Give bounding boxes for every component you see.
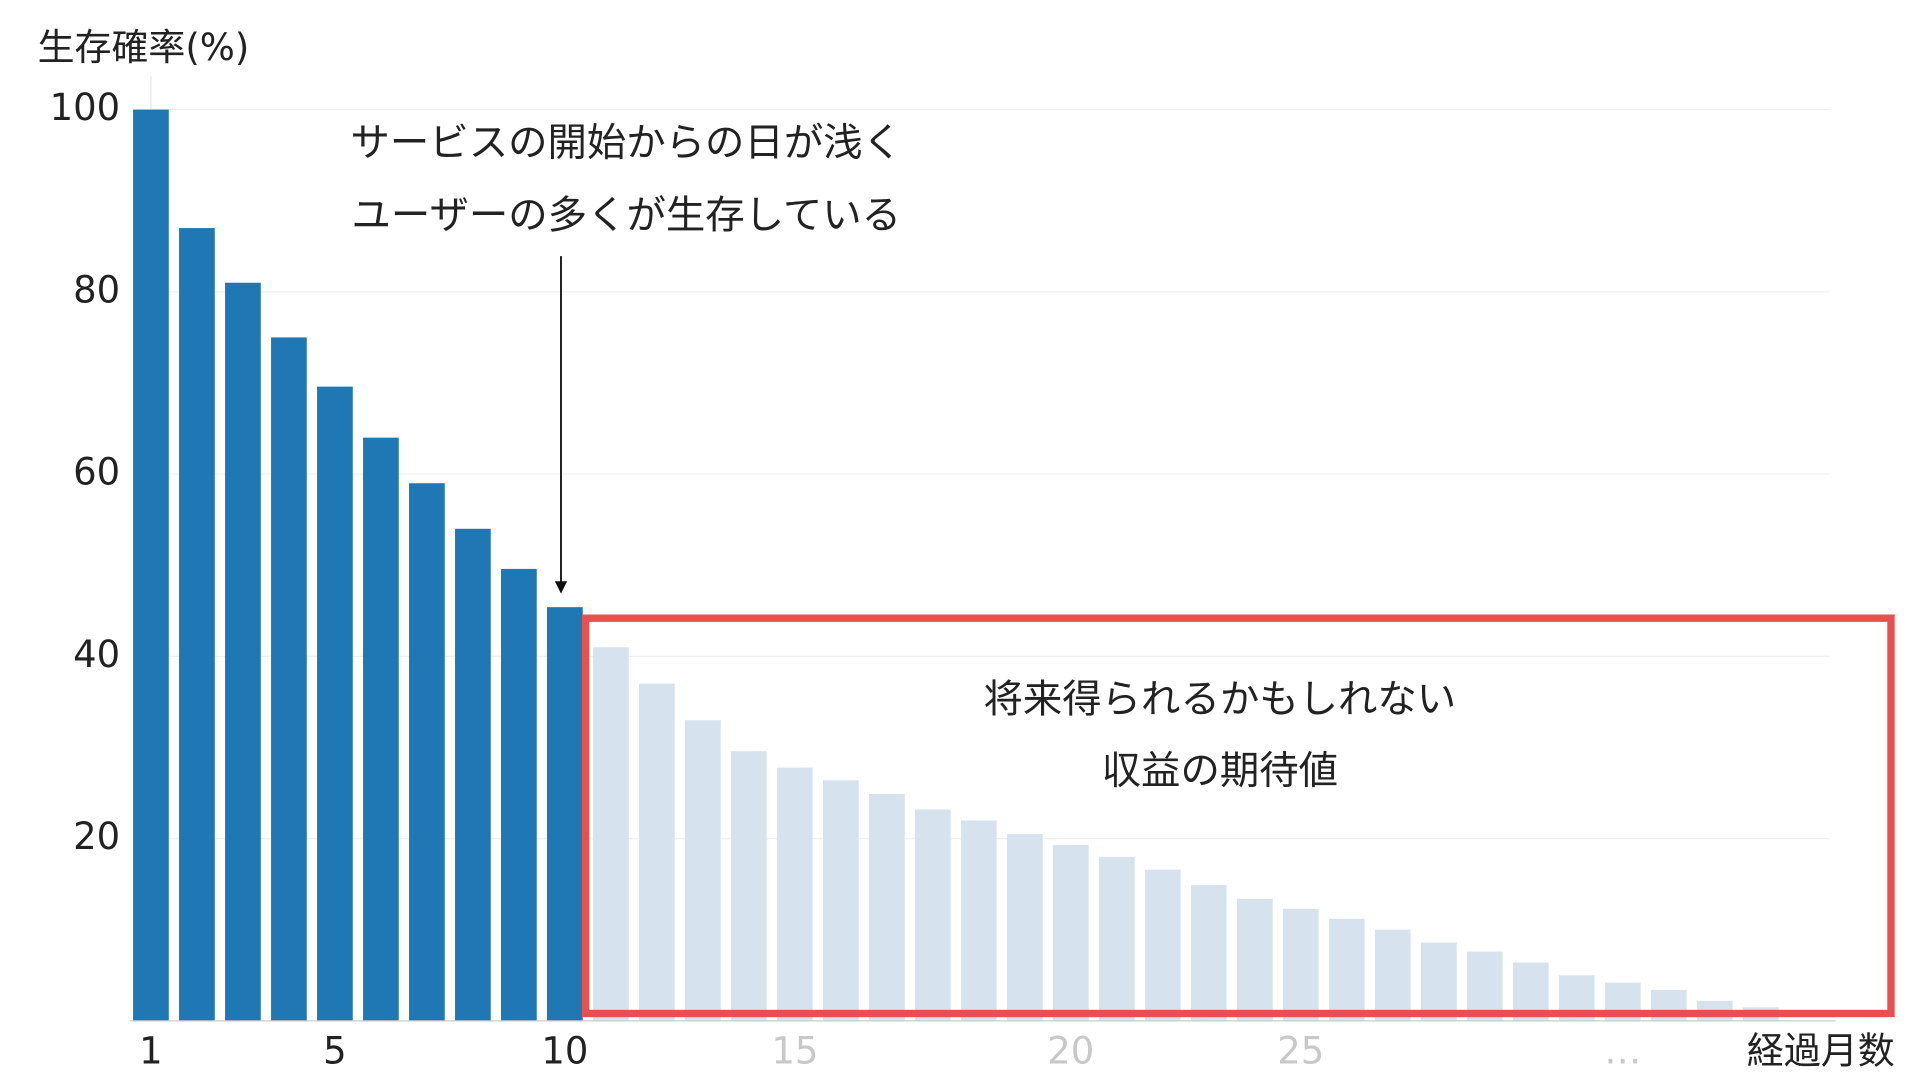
bar (501, 568, 537, 1021)
annotation-text: 収益の期待値 (1102, 748, 1338, 794)
x-axis-label: 経過月数 (1747, 1029, 1895, 1072)
bar (685, 720, 721, 1021)
bar (409, 483, 445, 1021)
bar (1098, 856, 1135, 1021)
bar (455, 528, 491, 1021)
bar (1190, 885, 1227, 1021)
bar (271, 337, 307, 1021)
bar (777, 767, 813, 1021)
bar (1006, 834, 1043, 1021)
bar (868, 793, 905, 1021)
bar (133, 109, 169, 1021)
y-tick-label: 80 (73, 268, 120, 311)
highlight-box (581, 614, 1895, 1018)
x-tick-label: 20 (1047, 1029, 1094, 1072)
bar (1466, 951, 1503, 1021)
bar (1144, 869, 1181, 1021)
bar (960, 820, 997, 1021)
bar (731, 751, 767, 1021)
y-tick-label: 60 (73, 451, 120, 494)
x-tick-label: 1 (139, 1029, 163, 1072)
bar (1374, 929, 1411, 1021)
x-tick-label: 15 (771, 1029, 818, 1072)
bar (179, 228, 215, 1021)
bar (1420, 942, 1457, 1021)
y-tick-label: 100 (50, 86, 121, 129)
bar (225, 282, 261, 1021)
bar (1282, 908, 1319, 1021)
bar (1052, 845, 1089, 1021)
annotation-text: ユーザーの多くが生存している (352, 192, 902, 238)
bar (822, 780, 859, 1021)
x-tick-label: 25 (1277, 1029, 1324, 1072)
arrow-head (554, 581, 568, 594)
bar (639, 683, 675, 1021)
y-tick-label: 20 (73, 815, 120, 858)
x-tick-label: 5 (323, 1029, 347, 1072)
y-tick-label: 40 (73, 633, 120, 676)
bar (914, 809, 951, 1021)
bar (1236, 898, 1273, 1021)
bar (593, 647, 629, 1021)
bar (363, 437, 399, 1021)
bar (547, 607, 583, 1021)
y-axis-label: 生存確率(%) (38, 26, 250, 69)
annotation-text: サービスの開始からの日が浅く (351, 120, 902, 166)
x-tick-label: … (1604, 1029, 1641, 1072)
annotation-text: 将来得られるかもしれない (983, 676, 1456, 722)
bar (1328, 918, 1365, 1021)
bar (317, 386, 353, 1021)
bars (133, 109, 1779, 1021)
x-tick-label: 10 (541, 1029, 588, 1072)
